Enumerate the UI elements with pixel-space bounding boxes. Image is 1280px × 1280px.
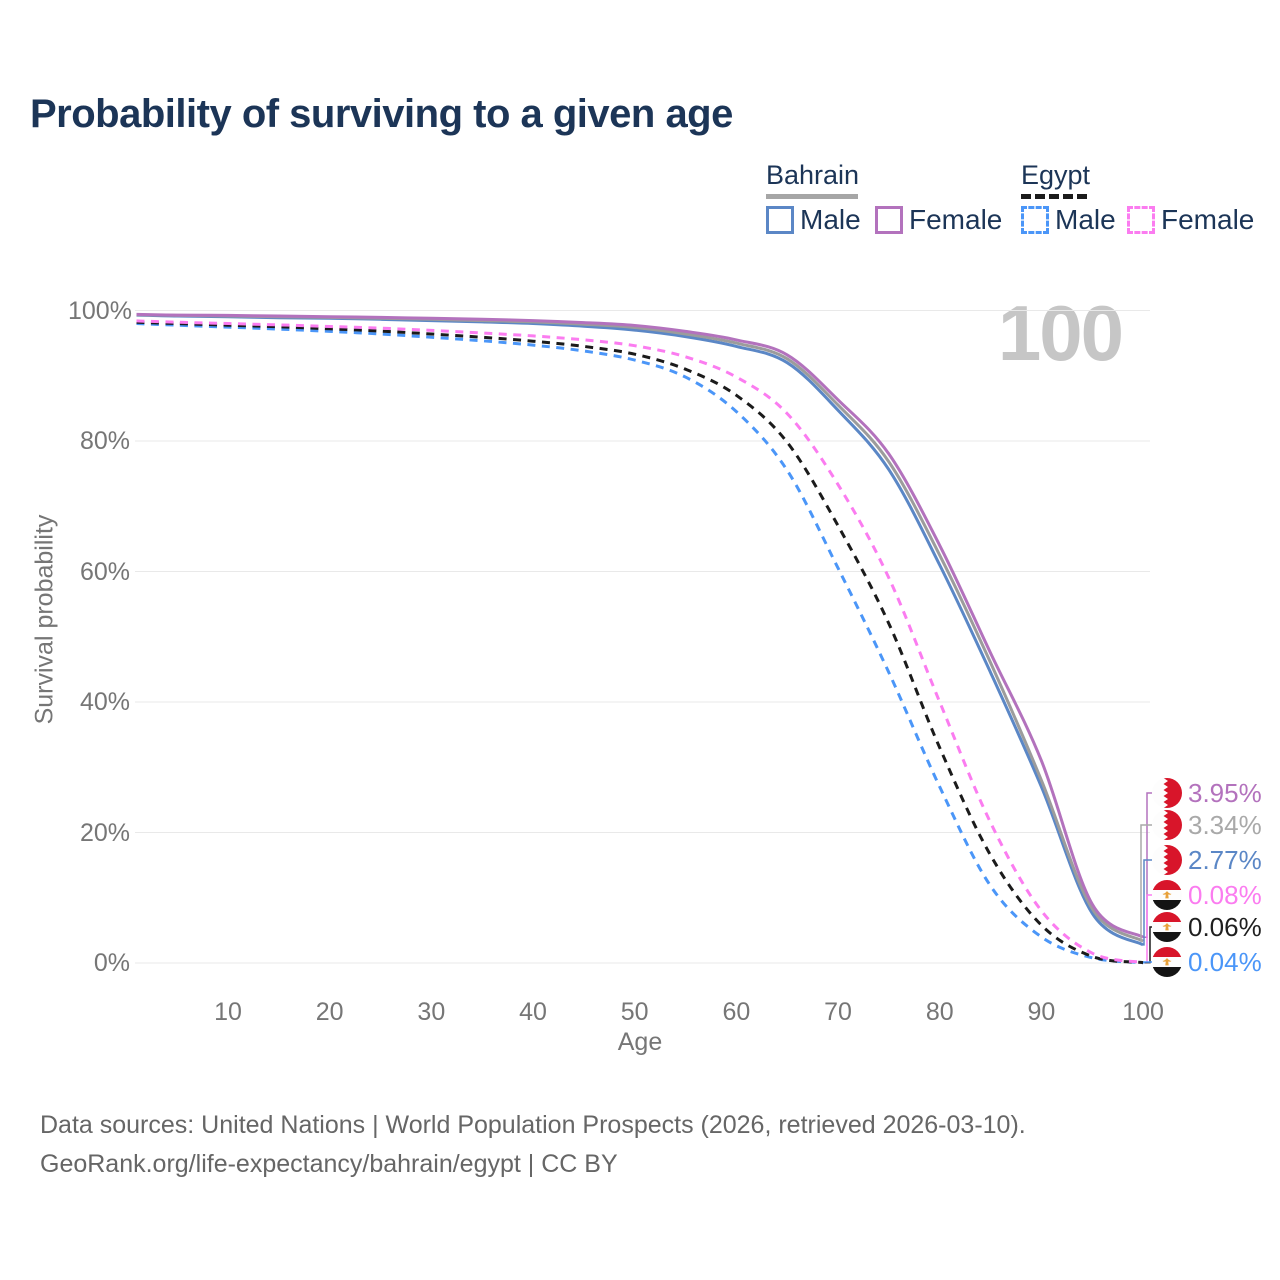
bahrain-flag-icon bbox=[1152, 778, 1182, 808]
end-value-egypt-both-sexes: 0.06% bbox=[1188, 912, 1262, 942]
x-tick-20: 20 bbox=[315, 998, 344, 1026]
end-value-bahrain-female: 3.95% bbox=[1188, 778, 1262, 808]
age-watermark: 100 bbox=[997, 289, 1124, 377]
leader-line-egypt-female bbox=[1143, 894, 1152, 964]
survival-curve-bahrain-male bbox=[136, 313, 1144, 947]
y-tick-60%: 60% bbox=[79, 557, 130, 586]
footer-data-sources: Data sources: United Nations | World Pop… bbox=[40, 1111, 1026, 1139]
legend-group-egypt-label: Egypt bbox=[1021, 160, 1091, 190]
leader-line-bahrain-male bbox=[1143, 859, 1152, 946]
legend-swatch-egypt-male bbox=[1021, 206, 1049, 234]
leader-line-bahrain-female bbox=[1143, 792, 1152, 938]
bahrain-flag bbox=[1152, 810, 1182, 840]
legend-egypt-line-sample bbox=[1021, 194, 1087, 199]
legend-label-egypt-male: Male bbox=[1055, 204, 1116, 235]
legend-swatch-bahrain-female bbox=[875, 206, 903, 234]
survival-curve-egypt-female bbox=[136, 319, 1144, 964]
leader-line-egypt-male bbox=[1143, 961, 1152, 964]
x-tick-80: 80 bbox=[925, 998, 954, 1026]
survival-curve-egypt-male bbox=[136, 322, 1144, 965]
egypt-flag bbox=[1152, 912, 1182, 942]
legend-label-egypt-female: Female bbox=[1161, 204, 1255, 235]
end-value-egypt-male: 0.04% bbox=[1188, 947, 1262, 977]
x-tick-70: 70 bbox=[824, 998, 852, 1026]
x-tick-90: 90 bbox=[1027, 998, 1056, 1026]
egypt-flag-icon bbox=[1152, 880, 1182, 910]
legend-bahrain-line-sample bbox=[766, 194, 858, 199]
y-axis-title: Survival probability bbox=[30, 514, 59, 725]
survival-curve-bahrain-female bbox=[136, 312, 1144, 939]
leader-line-bahrain-both-sexes bbox=[1140, 824, 1152, 942]
legend-label-bahrain-male: Male bbox=[800, 204, 861, 235]
end-value-bahrain-male: 2.77% bbox=[1188, 845, 1262, 875]
x-tick-10: 10 bbox=[214, 998, 242, 1026]
bahrain-flag-icon bbox=[1152, 845, 1182, 875]
legend-group-bahrain-label: Bahrain bbox=[766, 160, 860, 190]
egypt-flag bbox=[1152, 947, 1182, 977]
legend-label-bahrain-female: Female bbox=[909, 204, 1003, 235]
end-value-egypt-female: 0.08% bbox=[1188, 880, 1262, 910]
footer-attribution: GeoRank.org/life-expectancy/bahrain/egyp… bbox=[40, 1150, 618, 1178]
leader-line-egypt-both-sexes bbox=[1143, 926, 1152, 964]
x-tick-40: 40 bbox=[519, 998, 547, 1026]
egypt-flag bbox=[1152, 880, 1182, 910]
x-tick-50: 50 bbox=[620, 998, 649, 1026]
survival-curve-bahrain-both-sexes bbox=[136, 313, 1144, 943]
survival-curve-egypt-both-sexes bbox=[136, 320, 1144, 965]
egypt-flag-icon bbox=[1152, 947, 1182, 977]
legend-swatch-egypt-female bbox=[1127, 206, 1155, 234]
bahrain-flag bbox=[1152, 778, 1182, 808]
x-tick-60: 60 bbox=[722, 998, 751, 1026]
legend-group-bahrain: Bahrain bbox=[766, 160, 860, 199]
y-tick-100%: 100% bbox=[68, 296, 132, 325]
legend-swatch-bahrain-male bbox=[766, 206, 794, 234]
y-tick-0%: 0% bbox=[93, 949, 130, 977]
y-tick-20%: 20% bbox=[79, 818, 130, 847]
bahrain-flag-icon bbox=[1152, 810, 1182, 840]
end-value-bahrain-both-sexes: 3.34% bbox=[1188, 810, 1262, 840]
x-tick-100: 100 bbox=[1122, 998, 1164, 1026]
page-title: Probability of surviving to a given age bbox=[30, 92, 733, 136]
legend-group-egypt: Egypt bbox=[1021, 160, 1091, 199]
bahrain-flag bbox=[1152, 845, 1182, 875]
footer: Data sources: United Nations | World Pop… bbox=[40, 1106, 1026, 1184]
egypt-flag-icon bbox=[1152, 912, 1182, 942]
x-axis-title: Age bbox=[617, 1028, 663, 1056]
y-tick-40%: 40% bbox=[79, 688, 130, 716]
x-tick-30: 30 bbox=[417, 998, 446, 1026]
y-tick-80%: 80% bbox=[79, 427, 130, 455]
